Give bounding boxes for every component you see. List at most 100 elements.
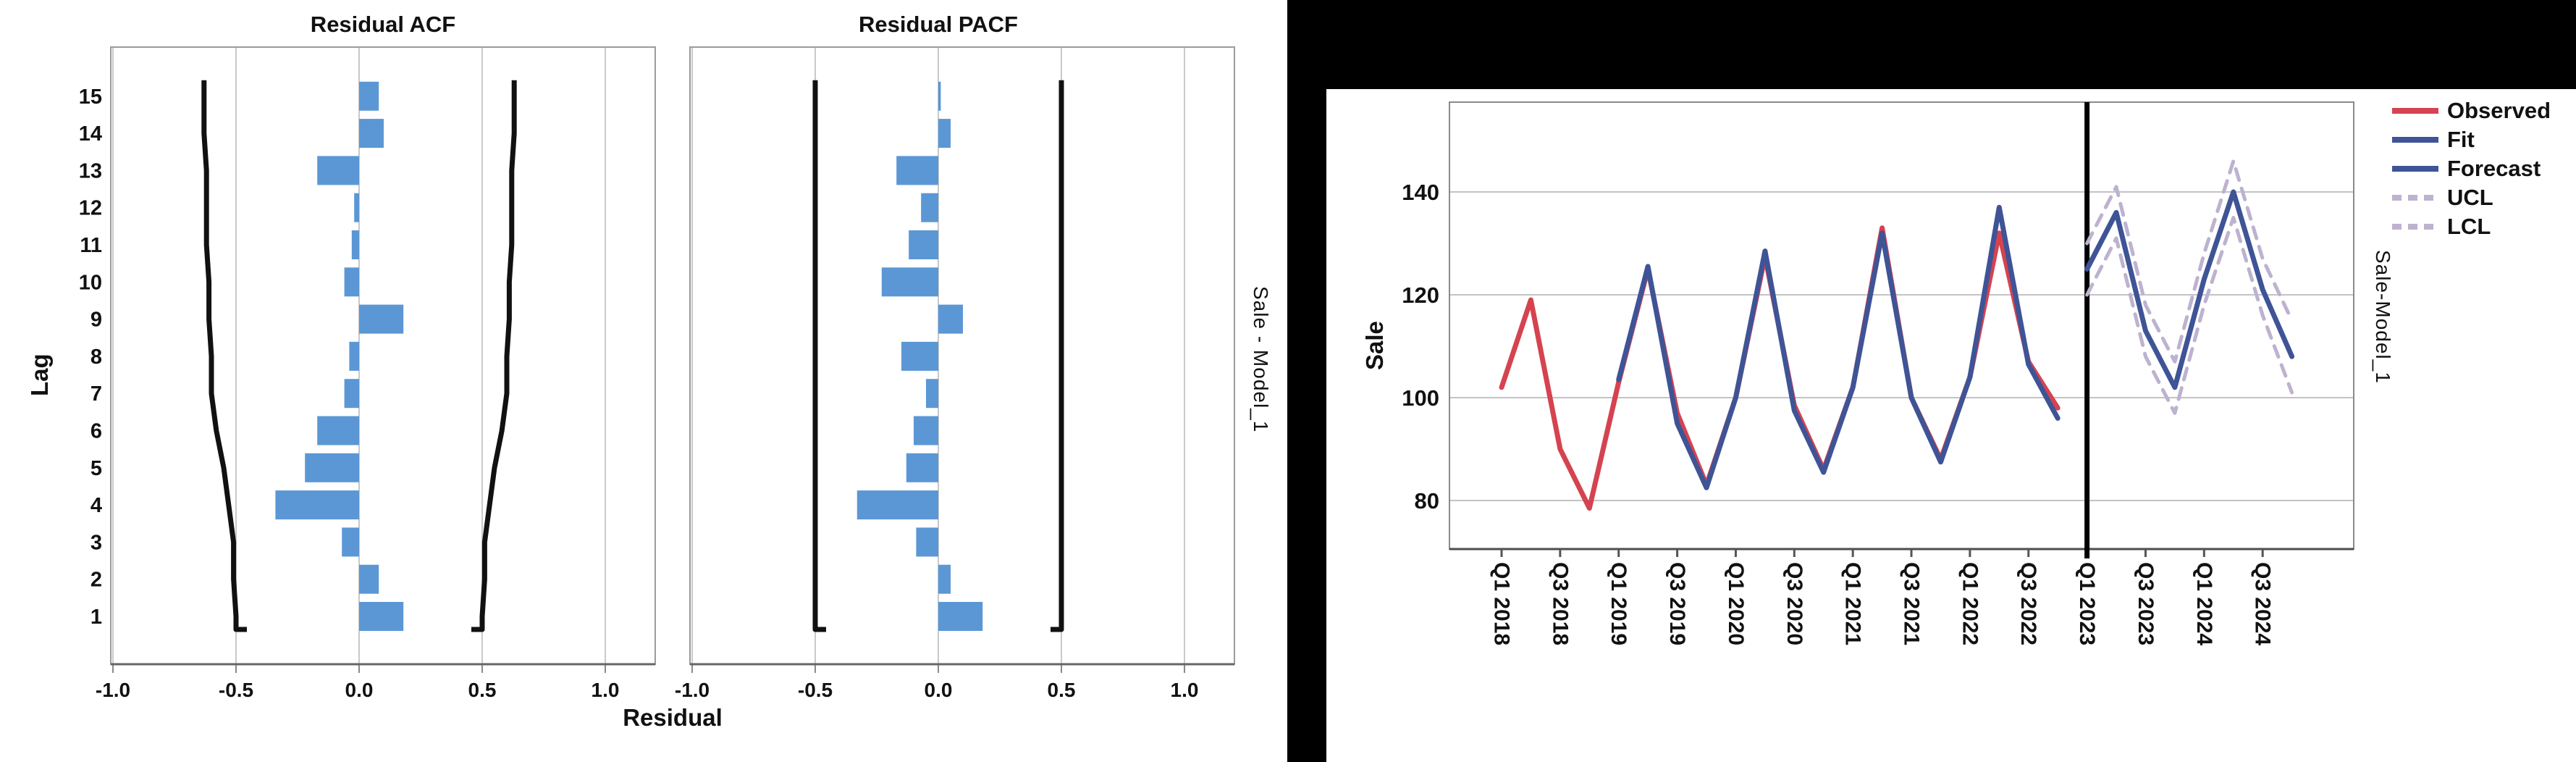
acf-upper-confidence-line xyxy=(471,80,517,632)
y-tick-label: 80 xyxy=(1415,488,1439,514)
x-tick-label: Q1 2018 xyxy=(1490,562,1514,645)
pacf-title: Residual PACF xyxy=(859,12,1018,37)
acf-bar-lag-12 xyxy=(354,193,359,222)
x-tick-label: Q1 2020 xyxy=(1724,562,1748,645)
pacf-bar-lag-1 xyxy=(938,602,983,631)
sale-axis-title: Sale xyxy=(1361,321,1388,370)
lag-tick-label: 10 xyxy=(79,271,102,294)
residual-axis-title: Residual xyxy=(623,704,723,731)
series-observed-line xyxy=(1499,225,2061,511)
acf-lower-confidence-line xyxy=(201,80,247,632)
y-tick-label: 120 xyxy=(1402,282,1439,308)
pacf-bar-lag-7 xyxy=(926,379,938,409)
lag-tick-label: 1 xyxy=(91,606,102,629)
pacf-bar-lag-11 xyxy=(909,230,938,259)
acf-pacf-plot-canvas: -1.0 -0.5 0.0 0.5 1.0123456789101112131415-1… xyxy=(79,46,1235,701)
lag-tick-label: 12 xyxy=(79,197,102,220)
pacf-bar-lag-9 xyxy=(938,304,963,334)
acf-bar-lag-3 xyxy=(342,527,359,557)
pacf-bar-lag-6 xyxy=(914,416,938,445)
forecast-plot-frame xyxy=(1449,101,2354,550)
acf-title: Residual ACF xyxy=(310,12,456,37)
residual-acf-pacf-chart-panel[interactable]: -1.0 -0.5 0.0 0.5 1.0 1 2 3 4 5 6 7 8 9 10 11 12 13 14 15 -1… xyxy=(0,0,1287,762)
acf-x-tick-label: -0.5 xyxy=(219,679,253,701)
y-tick-label: 140 xyxy=(1402,180,1439,205)
pacf-bar-lag-15 xyxy=(938,81,941,111)
legend-item-observed: Observed xyxy=(2392,96,2551,125)
x-tick-label: Q3 2021 xyxy=(1900,562,1924,645)
pacf-x-tick-label: 1.0 xyxy=(1171,679,1199,701)
series-ucl-line xyxy=(2085,159,2294,364)
acf-bar-lag-13 xyxy=(317,156,359,185)
legend-item-ucl: UCL xyxy=(2392,183,2551,212)
lag-tick-label: 8 xyxy=(91,346,102,369)
acf-bar-lag-14 xyxy=(359,119,384,148)
lag-tick-label: 7 xyxy=(91,382,102,406)
lag-tick-label: 13 xyxy=(79,159,102,183)
x-tick-label: Q3 2023 xyxy=(2134,562,2158,645)
x-tick-label: Q3 2019 xyxy=(1665,562,1689,645)
legend-item-forecast: Forecast xyxy=(2392,154,2551,183)
pacf-bar-lag-12 xyxy=(921,193,938,222)
pacf-upper-confidence-line xyxy=(1051,80,1064,632)
left-model-label: Sale - Model_1 xyxy=(1250,286,1272,433)
pacf-bar-lag-14 xyxy=(938,119,951,148)
acf-bar-lag-2 xyxy=(359,564,379,594)
lag-tick-label: 2 xyxy=(91,569,102,592)
acf-x-tick-label: 0.0 xyxy=(345,679,374,701)
pacf-bar-lag-4 xyxy=(856,490,938,520)
legend: Observed Fit Forecast UCL LCL xyxy=(2392,96,2551,241)
pacf-bar-lag-13 xyxy=(896,156,938,185)
y-tick-label: 100 xyxy=(1402,385,1439,411)
legend-label: UCL xyxy=(2447,185,2493,210)
legend-swatch-ucl xyxy=(2392,195,2438,201)
x-tick-label: Q1 2022 xyxy=(1958,562,1982,645)
legend-label: Fit xyxy=(2447,127,2475,152)
acf-bar-lag-15 xyxy=(359,81,379,111)
x-tick-label: Q3 2024 xyxy=(2251,562,2275,645)
lag-tick-label: 4 xyxy=(91,494,102,517)
lag-tick-label: 5 xyxy=(91,457,102,480)
acf-bar-lag-11 xyxy=(351,230,359,259)
pacf-x-tick-label: -0.5 xyxy=(798,679,833,701)
lag-tick-label: 3 xyxy=(91,531,102,554)
acf-bar-lag-8 xyxy=(349,341,359,371)
pacf-bar-lag-8 xyxy=(901,341,938,371)
acf-bar-lag-10 xyxy=(344,267,359,297)
pacf-bar-lag-5 xyxy=(906,453,938,482)
acf-bar-lag-5 xyxy=(305,453,359,482)
series-fit-line xyxy=(1616,204,2061,490)
x-tick-label: Q1 2021 xyxy=(1841,562,1865,645)
lag-tick-label: 11 xyxy=(80,234,102,257)
legend-item-fit: Fit xyxy=(2392,125,2551,154)
right-model-label: Sale-Model_1 xyxy=(2372,250,2394,384)
acf-x-tick-label: 0.5 xyxy=(468,679,497,701)
sale-forecast-chart-panel[interactable]: 140 120 100 80 Q1 2018 Q3 2018 Q1 2019 Q3 2019 Q… xyxy=(1326,89,2576,762)
pacf-bar-lag-3 xyxy=(916,527,938,557)
legend-swatch-forecast xyxy=(2392,166,2438,172)
lag-tick-label: 15 xyxy=(79,85,102,109)
acf-bar-lag-7 xyxy=(344,379,359,409)
legend-label: Observed xyxy=(2447,98,2551,123)
pacf-x-tick-label: 0.0 xyxy=(925,679,953,701)
acf-bar-lag-4 xyxy=(275,490,359,520)
series-lcl-line xyxy=(2085,216,2294,415)
x-tick-label: Q3 2020 xyxy=(1782,562,1806,645)
forecast-plot-canvas: 140 120 100 80 Q1 2018 Q3 2018 Q1 2019 Q3 2019 Q… xyxy=(1402,101,2354,645)
acf-x-tick-label: -1.0 xyxy=(96,679,130,701)
acf-bar-lag-9 xyxy=(359,304,404,334)
series-forecast-line xyxy=(2084,189,2295,390)
lag-tick-label: 6 xyxy=(91,420,102,443)
x-tick-label: Q3 2022 xyxy=(2016,562,2040,645)
pacf-lower-confidence-line xyxy=(812,80,826,632)
acf-bar-lag-6 xyxy=(317,416,359,445)
pacf-x-tick-label: -1.0 xyxy=(675,679,710,701)
pacf-plot-frame xyxy=(689,46,1235,665)
legend-swatch-lcl xyxy=(2392,224,2438,230)
pacf-bar-lag-10 xyxy=(881,267,938,297)
pacf-x-tick-label: 0.5 xyxy=(1048,679,1076,701)
legend-item-lcl: LCL xyxy=(2392,212,2551,241)
pacf-bar-lag-2 xyxy=(938,564,951,594)
x-tick-label: Q1 2023 xyxy=(2075,562,2099,645)
